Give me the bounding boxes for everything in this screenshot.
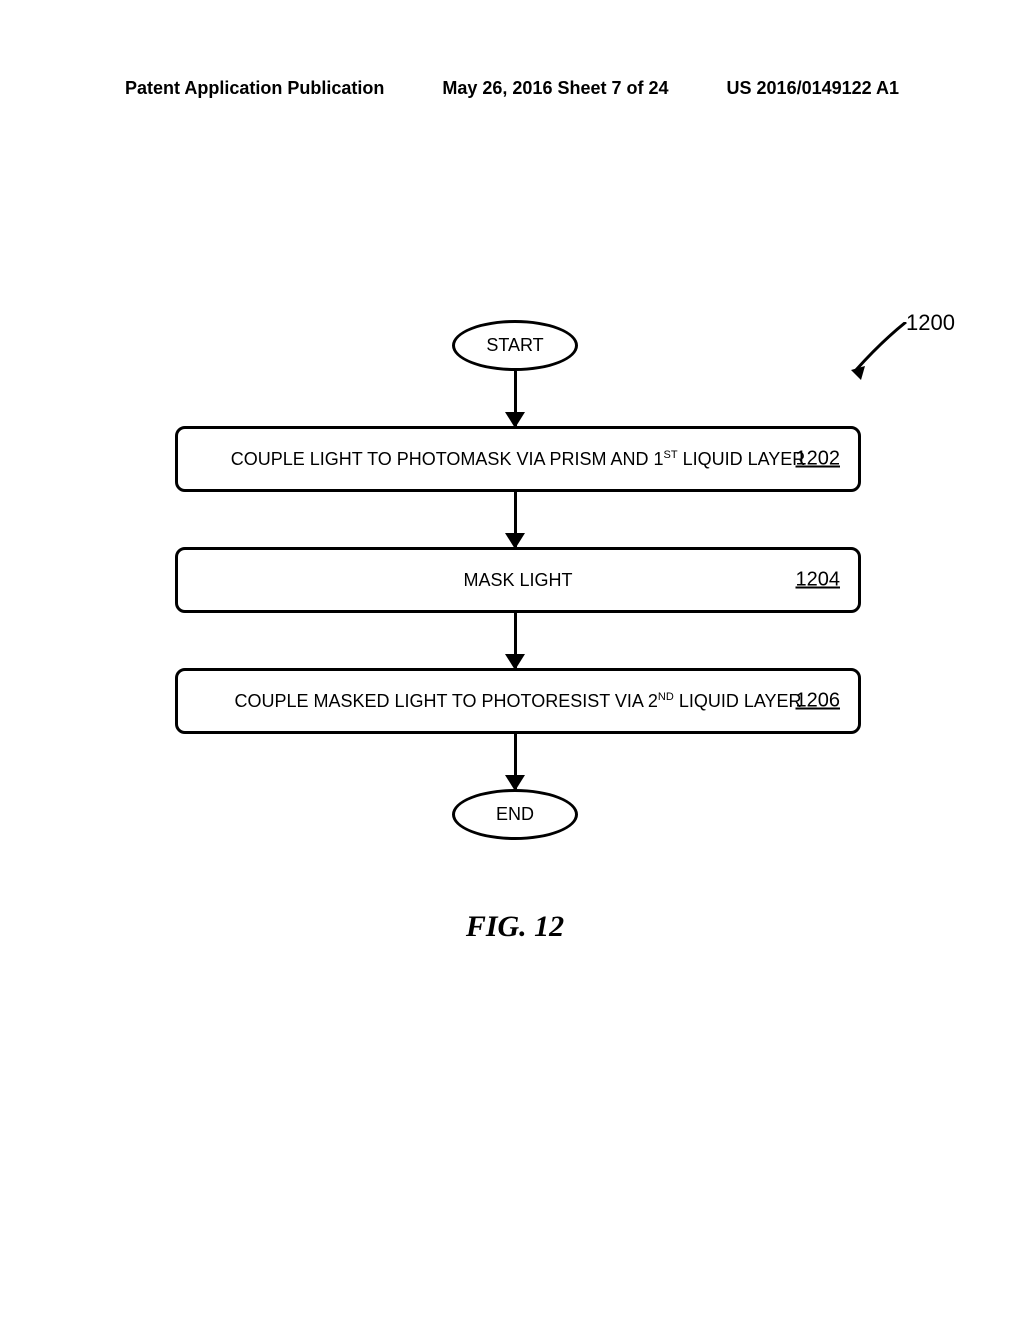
flowchart: 1200 START COUPLE LIGHT TO PHOTOMASK VIA… (175, 320, 855, 944)
end-label: END (496, 804, 534, 825)
start-terminator: START (452, 320, 578, 371)
process-step-1-ref: 1202 (796, 448, 841, 471)
header-center: May 26, 2016 Sheet 7 of 24 (384, 78, 726, 99)
arrow-1 (514, 371, 517, 426)
page-header: Patent Application Publication May 26, 2… (125, 78, 899, 99)
end-terminator: END (452, 789, 578, 840)
arrow-4 (514, 734, 517, 789)
process-step-3-ref: 1206 (796, 690, 841, 713)
process-step-3-text: COUPLE MASKED LIGHT TO PHOTORESIST VIA 2… (234, 691, 801, 712)
process-step-2-ref: 1204 (796, 569, 841, 592)
header-left: Patent Application Publication (125, 78, 384, 99)
start-label: START (486, 335, 543, 356)
header-right: US 2016/0149122 A1 (727, 78, 899, 99)
flowchart-ref-callout: 1200 (906, 310, 955, 336)
process-step-1: COUPLE LIGHT TO PHOTOMASK VIA PRISM AND … (175, 426, 861, 492)
process-step-3: COUPLE MASKED LIGHT TO PHOTORESIST VIA 2… (175, 668, 861, 734)
process-step-1-text: COUPLE LIGHT TO PHOTOMASK VIA PRISM AND … (231, 449, 806, 470)
arrow-2 (514, 492, 517, 547)
flowchart-ref-number: 1200 (906, 310, 955, 335)
arrow-3 (514, 613, 517, 668)
figure-label: FIG. 12 (175, 910, 855, 944)
process-step-2: MASK LIGHT 1204 (175, 547, 861, 613)
process-step-2-text: MASK LIGHT (463, 570, 572, 591)
